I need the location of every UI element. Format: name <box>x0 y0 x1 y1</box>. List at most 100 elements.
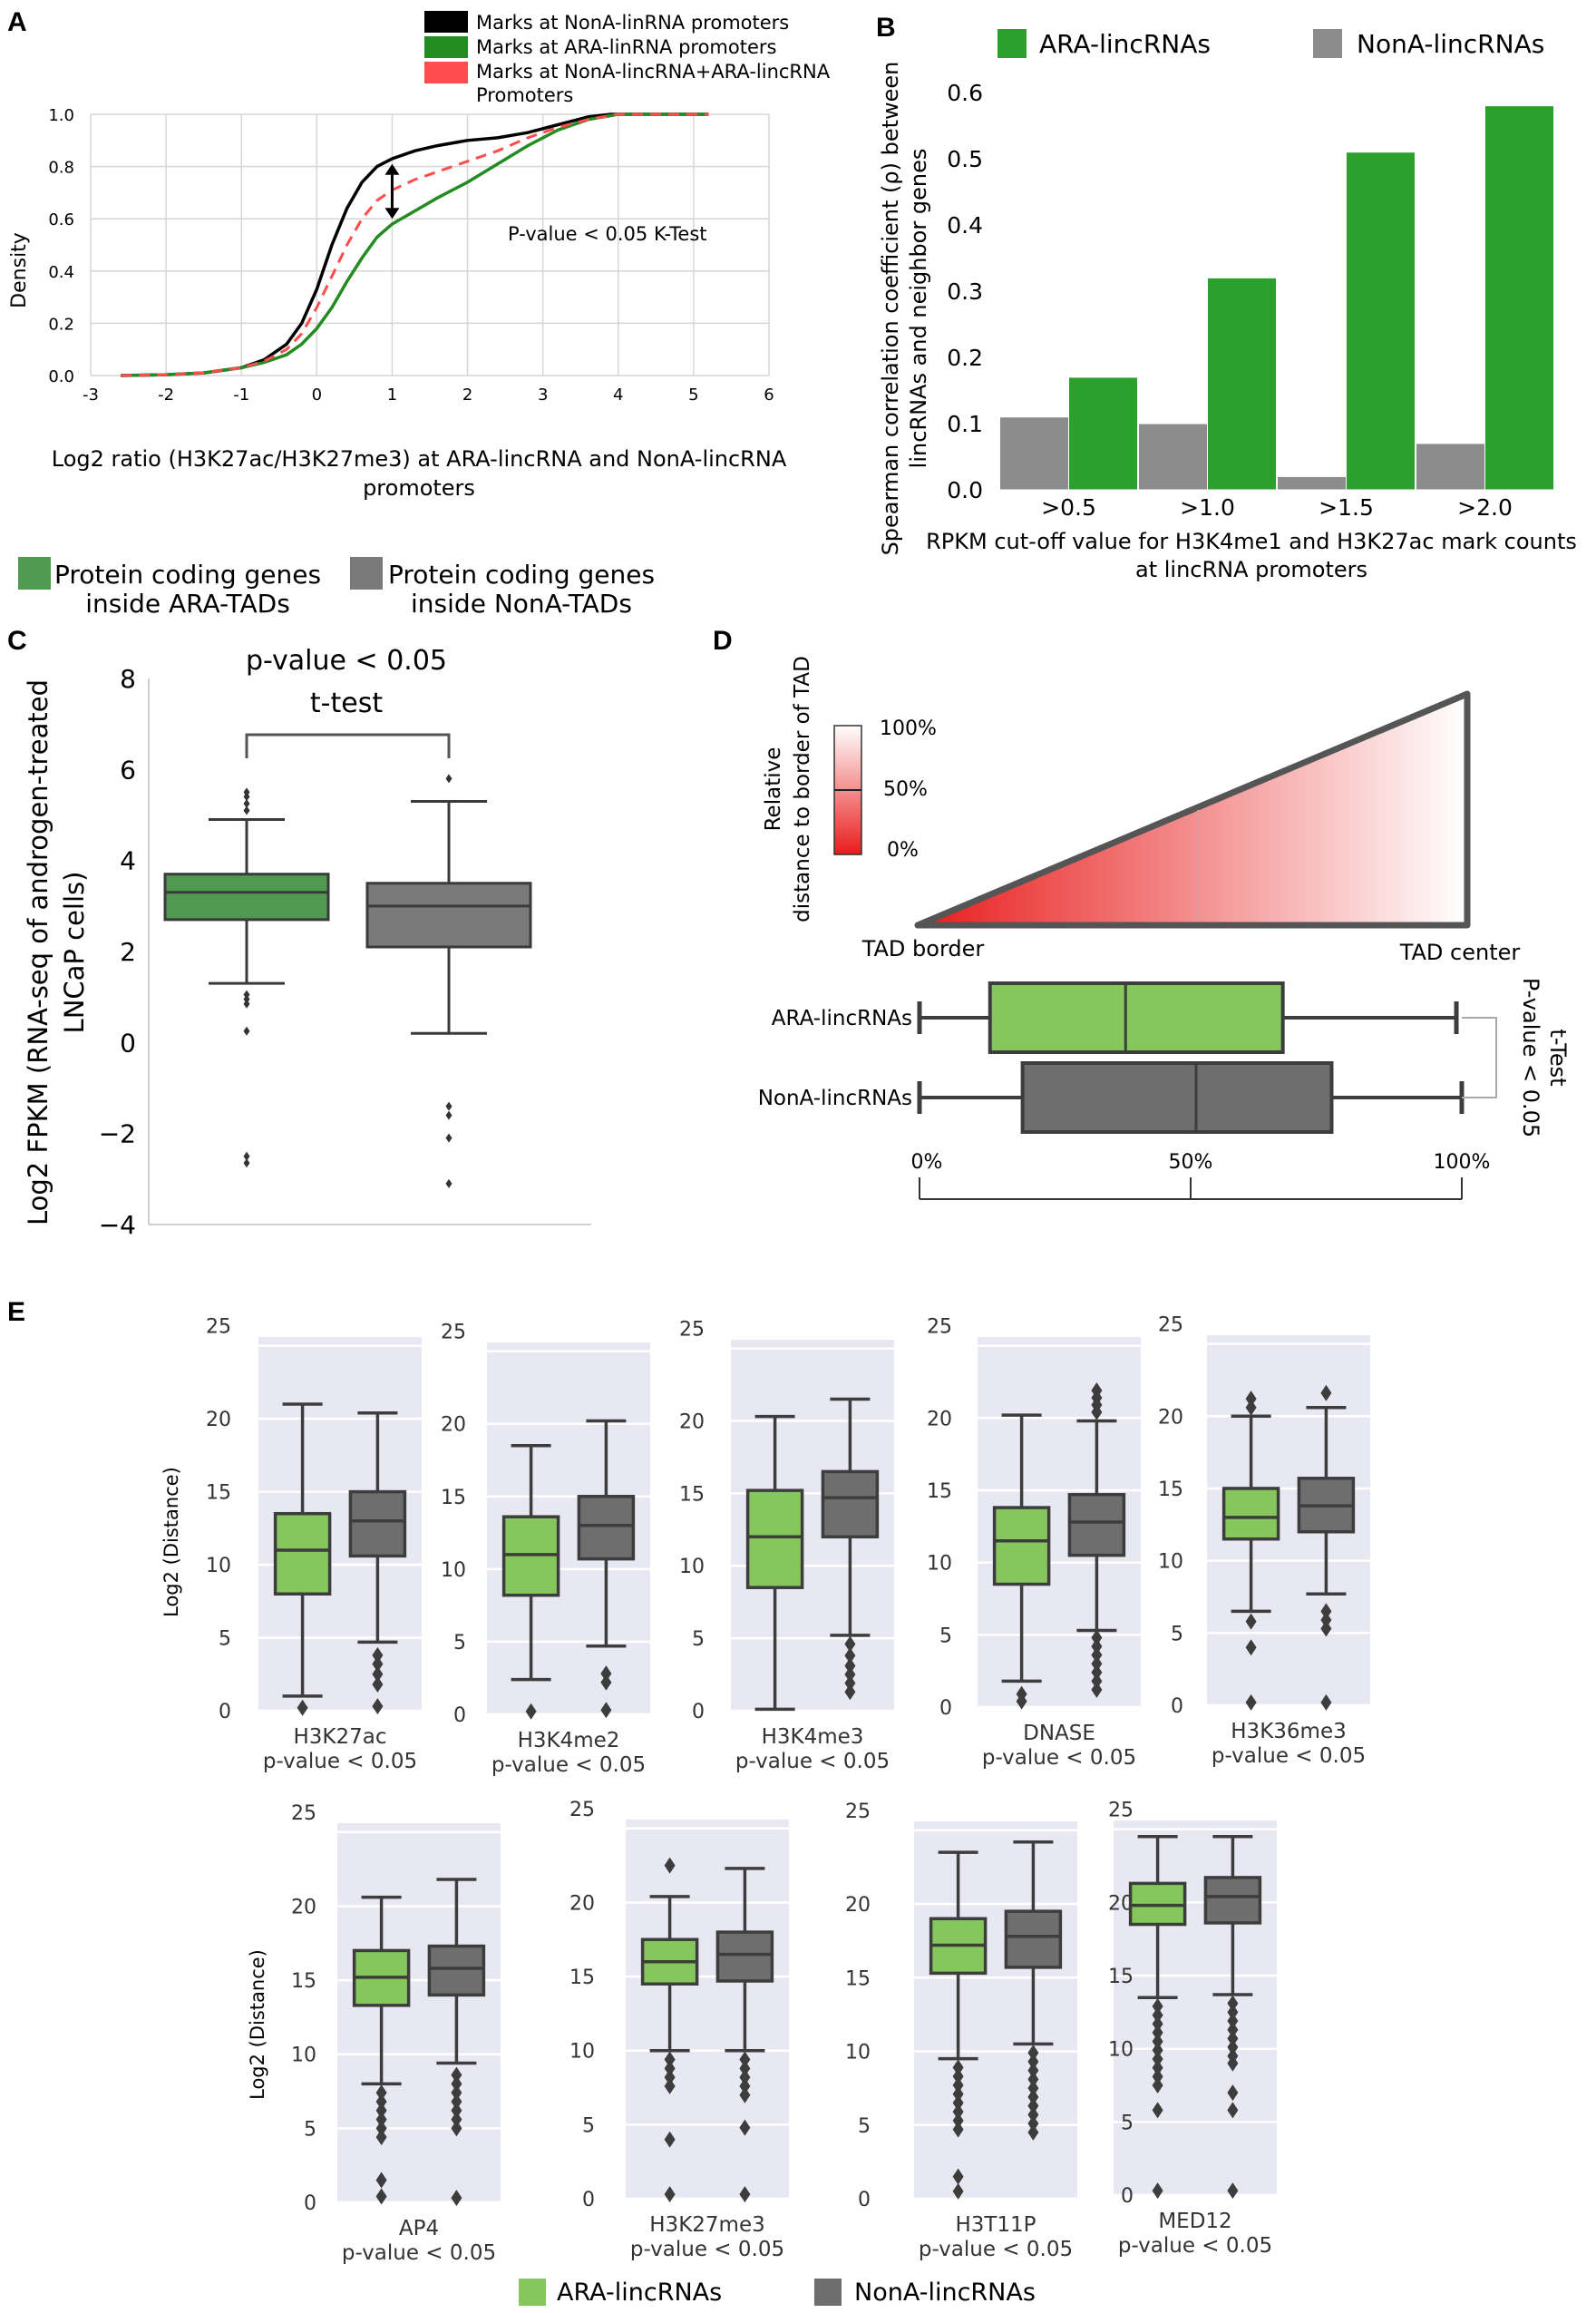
outlier-point <box>451 2084 462 2102</box>
outlier-point <box>739 2051 751 2068</box>
outlier-point <box>1227 2030 1239 2047</box>
box <box>427 1944 486 1997</box>
panel-a-legend: Marks at NonA-linRNA promoters Marks at … <box>424 11 831 106</box>
box <box>1004 1909 1063 1969</box>
outlier-point <box>243 994 250 1004</box>
panel-b-axes: 0.0 0.1 0.2 0.3 0.4 0.5 0.6 <box>947 80 1555 503</box>
outlier-point <box>739 2060 751 2077</box>
y-tick-label: 5 <box>304 2118 316 2141</box>
series-line <box>121 112 709 377</box>
legend-label-nona: Marks at NonA-linRNA promoters <box>476 12 789 34</box>
outlier-point <box>375 2084 387 2102</box>
outlier-point <box>1245 1693 1257 1711</box>
y-tick-label: 0 <box>1171 1695 1183 1718</box>
outlier-point <box>600 1665 612 1683</box>
y-tick-label: 25 <box>927 1316 952 1339</box>
outlier-point <box>451 2102 462 2119</box>
panel-label-c: C <box>7 626 27 656</box>
outlier-point <box>739 2119 751 2136</box>
outlier-point <box>1152 2024 1163 2041</box>
outlier-point <box>844 1666 856 1684</box>
x-tick-label: 0 <box>312 386 322 405</box>
outlier-point <box>451 2111 462 2128</box>
outlier-point <box>1016 1693 1027 1710</box>
panel-b-ylabel-2: lincRNAs and neighbor genes <box>906 149 931 469</box>
subplot-pvalue-label: p-value < 0.05 <box>630 2238 784 2261</box>
outlier-point <box>664 1857 676 1874</box>
panel-d-axis: 0% 50% 100% <box>911 1151 1490 1200</box>
y-tick-label: 0 <box>453 1704 466 1727</box>
bar <box>1484 105 1554 491</box>
outlier-point <box>844 1684 856 1701</box>
outlier-point <box>664 2131 676 2148</box>
y-tick-label: 5 <box>939 1625 952 1647</box>
y-tick-label: 5 <box>453 1632 466 1654</box>
x-tick-label: 2 <box>462 386 472 405</box>
outlier-point <box>1245 1399 1257 1416</box>
outlier-point <box>1227 2013 1239 2030</box>
outlier-point <box>372 1665 384 1683</box>
panel-d-tad-center: TAD center <box>1399 940 1521 965</box>
x-tick-label: >1.0 <box>1180 494 1235 521</box>
panel-a-axes: 0.0 0.2 0.4 0.6 0.8 1.0 -3 -2 -1 0 1 2 3 4 5 6 <box>48 106 774 405</box>
y-tick-label: 5 <box>582 2114 595 2137</box>
y-tick-label: 25 <box>679 1319 705 1342</box>
box <box>992 1506 1051 1586</box>
outlier-point <box>1152 2050 1163 2067</box>
legend-nona-tads-2: inside NonA-TADs <box>411 589 632 619</box>
outlier-point <box>1027 2053 1039 2070</box>
y-tick-label: 10 <box>927 1553 952 1576</box>
bar <box>999 416 1069 491</box>
outlier-point <box>952 2094 964 2112</box>
outlier-point <box>1227 2021 1239 2038</box>
y-tick-label: 10 <box>441 1559 466 1582</box>
arrow-head-down <box>384 208 400 220</box>
panel-a-lines <box>121 112 709 377</box>
y-tick-label: 0.3 <box>947 278 983 305</box>
panel-c-pvalue: p-value < 0.05 <box>246 645 447 677</box>
y-tick-label: 25 <box>569 1799 595 1821</box>
bar <box>1068 376 1138 491</box>
box <box>821 1469 880 1539</box>
outlier-point <box>451 2120 462 2137</box>
x-tick-label: 5 <box>688 386 698 405</box>
outlier-point <box>664 2069 676 2086</box>
legend-swatch-red <box>424 62 468 83</box>
y-tick-label: 15 <box>1108 1966 1134 1988</box>
legend-label-nona-b: NonA-lincRNAs <box>1357 29 1544 59</box>
outlier-point <box>1152 2077 1163 2094</box>
subplot-mark-label: MED12 <box>1158 2210 1231 2233</box>
y-tick-label: 15 <box>441 1487 466 1509</box>
x-tick-label: 4 <box>613 386 623 405</box>
legend-label-nona-e: NonA-lincRNAs <box>854 2279 1036 2307</box>
outlier-point <box>372 1655 384 1673</box>
outlier-point <box>375 2129 387 2146</box>
legend-swatch-ara-tads <box>18 557 51 590</box>
y-tick-label: 20 <box>291 1896 316 1918</box>
panel-e-ylabel-row1: Log2 (Distance) <box>161 1467 182 1617</box>
outlier-point <box>1152 2033 1163 2050</box>
y-tick-label: 0.5 <box>947 146 983 172</box>
panel-c-ylabel-1: Log2 FPKM (RNA-seq of androgen-treated <box>23 679 54 1225</box>
subplot-pvalue-label: p-value < 0.05 <box>1212 1744 1366 1768</box>
panel-b-xlabel-2: at lincRNA promoters <box>1135 557 1367 582</box>
y-tick-label: 15 <box>927 1480 952 1503</box>
panel-e-ylabel-row2: Log2 (Distance) <box>247 1949 268 2100</box>
y-tick-label: 0.2 <box>48 315 74 334</box>
panel-a-xlabel-1: Log2 ratio (H3K27ac/H3K27me3) at ARA-lin… <box>52 446 787 472</box>
subplot-mark-label: H3K36me3 <box>1231 1720 1346 1743</box>
subplot-mark-label: H3T11P <box>955 2213 1036 2237</box>
panel-d-scale-100: 100% <box>880 717 937 740</box>
x-tick-label: 6 <box>764 386 774 405</box>
outlier-point <box>739 2069 751 2086</box>
outlier-point <box>1152 2006 1163 2024</box>
outlier-point <box>445 1110 453 1120</box>
box <box>273 1511 332 1596</box>
legend-swatch-nona-e <box>814 2279 842 2306</box>
outlier-point <box>600 1674 612 1691</box>
panel-d-boxes <box>917 981 1465 1134</box>
y-tick-label: 15 <box>206 1482 231 1505</box>
